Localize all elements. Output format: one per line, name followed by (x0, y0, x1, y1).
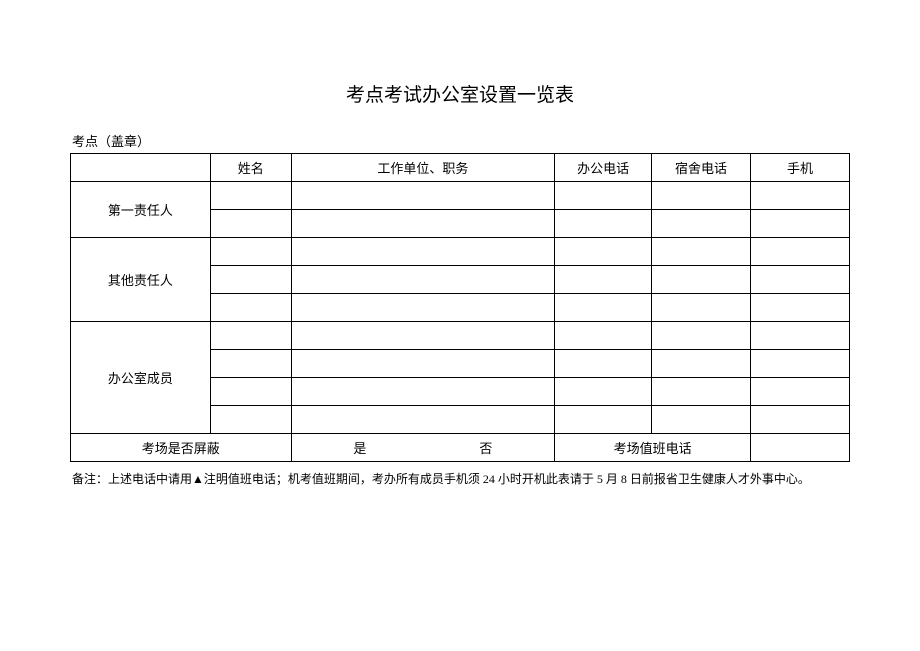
header-mobile: 手机 (750, 154, 849, 182)
cell-mobile (750, 406, 849, 434)
footer-yes: 是 (297, 438, 423, 457)
footer-no: 否 (423, 438, 549, 457)
cell-workplace (291, 350, 555, 378)
cell-name (210, 350, 291, 378)
cell-office-phone (555, 322, 652, 350)
row-label-office-members: 办公室成员 (71, 322, 211, 434)
cell-dorm-phone (652, 210, 751, 238)
header-office-phone: 办公电话 (555, 154, 652, 182)
cell-office-phone (555, 294, 652, 322)
table-row: 第一责任人 (71, 182, 850, 210)
footer-shield-label: 考场是否屏蔽 (71, 434, 292, 462)
cell-workplace (291, 294, 555, 322)
cell-workplace (291, 238, 555, 266)
cell-dorm-phone (652, 294, 751, 322)
table-header-row: 姓名 工作单位、职务 办公电话 宿舍电话 手机 (71, 154, 850, 182)
row-label-first-responsible: 第一责任人 (71, 182, 211, 238)
cell-office-phone (555, 350, 652, 378)
table-row: 办公室成员 (71, 322, 850, 350)
footer-duty-phone-value (750, 434, 849, 462)
header-dorm-phone: 宿舍电话 (652, 154, 751, 182)
cell-name (210, 406, 291, 434)
cell-mobile (750, 210, 849, 238)
cell-mobile (750, 238, 849, 266)
header-workplace: 工作单位、职务 (291, 154, 555, 182)
cell-name (210, 322, 291, 350)
cell-mobile (750, 266, 849, 294)
subtitle-seal: 考点（盖章） (70, 131, 850, 150)
cell-workplace (291, 210, 555, 238)
document-container: 考点考试办公室设置一览表 考点（盖章） 姓名 工作单位、职务 办公电话 宿舍电话… (0, 0, 920, 489)
cell-dorm-phone (652, 322, 751, 350)
table-row: 其他责任人 (71, 238, 850, 266)
cell-dorm-phone (652, 238, 751, 266)
cell-workplace (291, 378, 555, 406)
cell-office-phone (555, 406, 652, 434)
cell-workplace (291, 406, 555, 434)
row-label-other-responsible: 其他责任人 (71, 238, 211, 322)
page-title: 考点考试办公室设置一览表 (70, 80, 850, 107)
cell-workplace (291, 266, 555, 294)
header-label (71, 154, 211, 182)
cell-name (210, 182, 291, 210)
cell-dorm-phone (652, 350, 751, 378)
cell-mobile (750, 182, 849, 210)
cell-mobile (750, 322, 849, 350)
main-table: 姓名 工作单位、职务 办公电话 宿舍电话 手机 第一责任人 其他责任人 (70, 153, 850, 462)
cell-office-phone (555, 378, 652, 406)
cell-dorm-phone (652, 406, 751, 434)
cell-dorm-phone (652, 182, 751, 210)
cell-office-phone (555, 210, 652, 238)
cell-name (210, 210, 291, 238)
cell-workplace (291, 182, 555, 210)
cell-mobile (750, 294, 849, 322)
footer-yes-no: 是否 (291, 434, 555, 462)
cell-office-phone (555, 238, 652, 266)
cell-mobile (750, 350, 849, 378)
cell-workplace (291, 322, 555, 350)
cell-name (210, 378, 291, 406)
header-name: 姓名 (210, 154, 291, 182)
table-footer-row: 考场是否屏蔽 是否 考场值班电话 (71, 434, 850, 462)
cell-mobile (750, 378, 849, 406)
cell-name (210, 266, 291, 294)
cell-name (210, 294, 291, 322)
cell-office-phone (555, 182, 652, 210)
cell-dorm-phone (652, 378, 751, 406)
cell-name (210, 238, 291, 266)
cell-office-phone (555, 266, 652, 294)
footer-duty-phone-label: 考场值班电话 (555, 434, 751, 462)
cell-dorm-phone (652, 266, 751, 294)
footnote-text: 备注：上述电话中请用▲注明值班电话；机考值班期间，考办所有成员手机须 24 小时… (70, 470, 850, 489)
